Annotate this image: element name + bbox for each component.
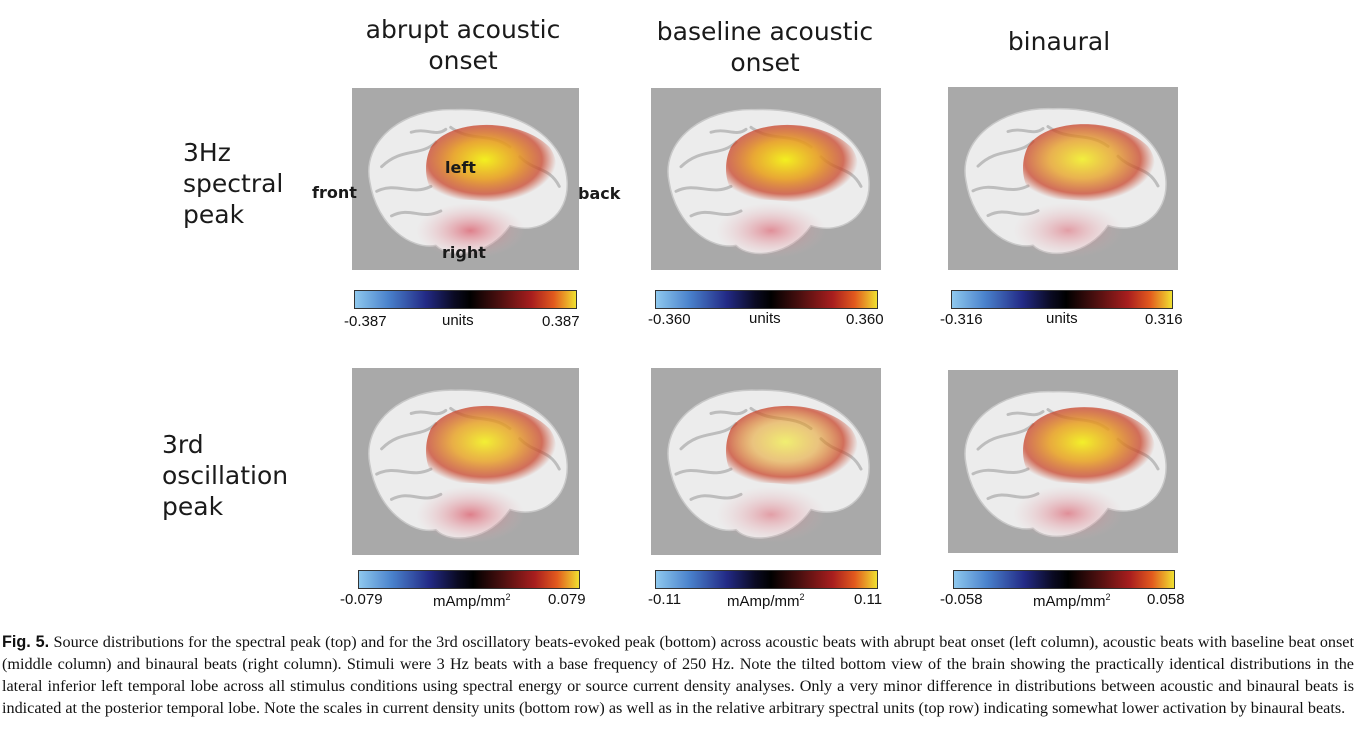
colorbar-unit: mAmp/mm2 bbox=[727, 592, 805, 610]
column-title-line2: onset bbox=[428, 46, 498, 75]
colorbar-unit: units bbox=[1046, 310, 1078, 327]
colorbar-max: 0.316 bbox=[1145, 311, 1183, 328]
colorbar-min: -0.058 bbox=[940, 591, 983, 608]
row-label-line3: peak bbox=[162, 492, 224, 521]
colorbar-spectral-abrupt bbox=[354, 290, 577, 309]
colorbar-min: -0.360 bbox=[648, 311, 691, 328]
column-title-line1: baseline acoustic bbox=[656, 17, 874, 46]
row-label-line2: oscillation bbox=[162, 461, 289, 490]
colorbar-spectral-baseline bbox=[655, 290, 878, 309]
colorbar-unit: units bbox=[442, 312, 474, 329]
colorbar-max: 0.079 bbox=[548, 591, 586, 608]
colorbar-min: -0.079 bbox=[340, 591, 383, 608]
row-label-line1: 3rd bbox=[162, 430, 204, 459]
figure-caption: Fig. 5. Source distributions for the spe… bbox=[2, 631, 1354, 719]
colorbar-unit: mAmp/mm2 bbox=[433, 592, 511, 610]
brain-panel-oscillation-binaural bbox=[948, 370, 1178, 553]
colorbar-max: 0.058 bbox=[1147, 591, 1185, 608]
annotation-back: back bbox=[578, 184, 621, 203]
row-label-line2: spectral bbox=[183, 169, 284, 198]
brain-render bbox=[964, 108, 1167, 259]
brain-render bbox=[368, 389, 568, 543]
row-label-line3: peak bbox=[183, 200, 245, 229]
row-label-oscillation: 3rd oscillation peak bbox=[162, 429, 288, 522]
colorbar-unit-exponent: 2 bbox=[799, 592, 805, 602]
brain-panel-oscillation-abrupt bbox=[352, 368, 579, 555]
brain-panel-spectral-abrupt bbox=[352, 88, 579, 270]
row-label-spectral: 3Hz spectral peak bbox=[183, 137, 283, 230]
colorbar-min: -0.387 bbox=[344, 313, 387, 330]
colorbar-oscillation-abrupt bbox=[358, 570, 580, 589]
brain-panel-spectral-baseline bbox=[651, 88, 881, 270]
colorbar-unit: units bbox=[749, 310, 781, 327]
colorbar-max: 0.387 bbox=[542, 313, 580, 330]
annotation-right: right bbox=[442, 243, 486, 262]
colorbar-oscillation-baseline bbox=[655, 570, 878, 589]
colorbar-spectral-binaural bbox=[951, 290, 1173, 309]
column-title-line1: abrupt acoustic bbox=[365, 15, 561, 44]
column-title-line2: onset bbox=[730, 48, 800, 77]
colorbar-min: -0.316 bbox=[940, 311, 983, 328]
brain-render bbox=[964, 391, 1167, 542]
column-title-binaural: binaural bbox=[948, 26, 1170, 57]
colorbar-unit-text: mAmp/mm bbox=[727, 593, 800, 610]
annotation-left: left bbox=[445, 158, 476, 177]
brain-panel-oscillation-baseline bbox=[651, 368, 881, 555]
figure-label: Fig. 5. bbox=[2, 633, 50, 651]
colorbar-max: 0.360 bbox=[846, 311, 884, 328]
brain-render bbox=[667, 108, 870, 259]
brain-render bbox=[368, 108, 568, 259]
column-title-line1: binaural bbox=[1007, 27, 1111, 56]
colorbar-unit: mAmp/mm2 bbox=[1033, 592, 1111, 610]
colorbar-oscillation-binaural bbox=[953, 570, 1175, 589]
colorbar-unit-text: mAmp/mm bbox=[433, 593, 506, 610]
colorbar-unit-exponent: 2 bbox=[505, 592, 511, 602]
annotation-front: front bbox=[312, 183, 357, 202]
column-title-baseline: baseline acoustic onset bbox=[650, 16, 880, 78]
brain-render bbox=[667, 389, 870, 543]
brain-panel-spectral-binaural bbox=[948, 87, 1178, 270]
colorbar-unit-exponent: 2 bbox=[1105, 592, 1111, 602]
colorbar-unit-text: mAmp/mm bbox=[1033, 593, 1106, 610]
colorbar-max: 0.11 bbox=[854, 591, 883, 608]
row-label-line1: 3Hz bbox=[183, 138, 231, 167]
colorbar-min: -0.11 bbox=[648, 591, 682, 608]
caption-text: Source distributions for the spectral pe… bbox=[2, 633, 1354, 717]
column-title-abrupt: abrupt acoustic onset bbox=[352, 14, 574, 76]
